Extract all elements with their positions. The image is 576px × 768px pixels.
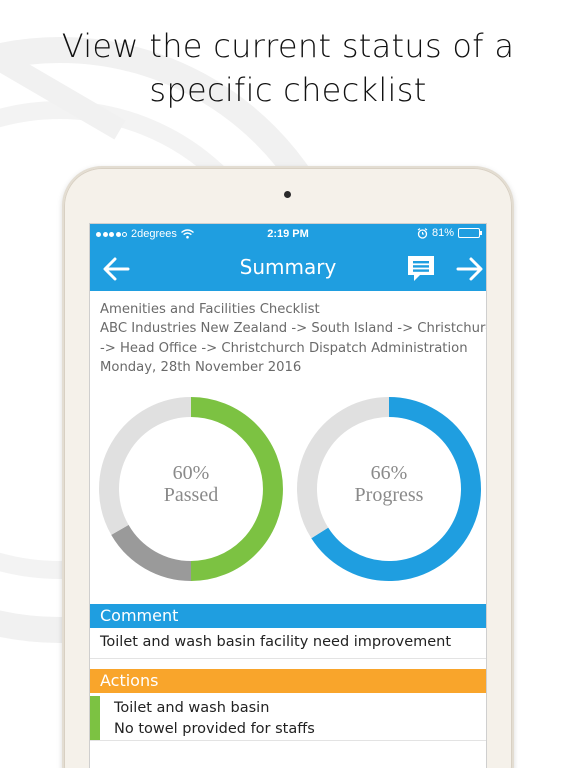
wifi-icon — [180, 229, 194, 239]
progress-donut-svg — [297, 397, 481, 581]
comment-icon[interactable] — [406, 253, 436, 283]
passed-caption: Passed — [163, 484, 219, 506]
checklist-name: Amenities and Facilities Checklist — [100, 302, 320, 317]
passed-donut-chart: 60% Passed — [96, 394, 286, 584]
progress-chart-label: 66% Progress — [294, 462, 484, 506]
passed-percent: 60% — [172, 462, 210, 484]
divider — [90, 658, 486, 659]
donut-segment-passed — [190, 397, 283, 581]
charts-area: 60% Passed 66% Progress — [90, 394, 486, 594]
back-arrow-icon[interactable] — [102, 256, 130, 282]
divider — [90, 740, 486, 741]
donut-segment-progress — [311, 397, 481, 581]
comment-header: Comment — [90, 604, 486, 628]
app-screen: 2degrees 2:19 PM 81% Summary — [89, 223, 487, 768]
action-text: Toilet and wash basin No towel provided … — [114, 698, 315, 740]
nav-bar: Summary — [90, 245, 486, 291]
battery-percent: 81% — [431, 227, 454, 239]
progress-percent: 66% — [370, 462, 408, 484]
camera-dot — [284, 191, 291, 198]
action-item[interactable]: Toilet and wash basin No towel provided … — [90, 696, 486, 740]
forward-arrow-icon[interactable] — [456, 256, 484, 282]
carrier-name: 2degrees — [131, 228, 177, 240]
checklist-info: Amenities and Facilities Checklist ABC I… — [100, 300, 487, 377]
battery-icon — [458, 228, 482, 238]
status-right: 81% — [417, 227, 482, 239]
action-title: Toilet and wash basin — [114, 700, 270, 716]
donut-segment-failed — [111, 524, 192, 581]
actions-header: Actions — [90, 669, 486, 693]
donut-segment-remaining — [297, 397, 390, 539]
alarm-icon — [417, 227, 428, 239]
status-left: 2degrees — [96, 228, 194, 240]
headline-line-1: View the current status of a — [61, 27, 515, 65]
checklist-date: Monday, 28th November 2016 — [100, 359, 302, 375]
comment-text: Toilet and wash basin facility need impr… — [100, 634, 452, 650]
progress-donut-chart: 66% Progress — [294, 394, 484, 584]
action-detail: No towel provided for staffs — [114, 721, 315, 737]
checklist-path-line-1: ABC Industries New Zealand -> South Isla… — [100, 321, 487, 337]
status-bar: 2degrees 2:19 PM 81% — [90, 224, 486, 245]
nav-title: Summary — [239, 255, 337, 279]
donut-segment-remaining — [99, 397, 192, 535]
action-status-accent — [90, 696, 100, 740]
status-time: 2:19 PM — [267, 228, 309, 240]
passed-chart-label: 60% Passed — [96, 462, 286, 506]
checklist-path-line-2: -> Head Office -> Christchurch Dispatch … — [100, 340, 468, 356]
progress-caption: Progress — [354, 484, 424, 506]
passed-donut-svg — [99, 397, 283, 581]
signal-dots-icon — [96, 231, 127, 237]
headline-line-2: specific checklist — [149, 71, 427, 109]
headline: View the current status of a specific ch… — [0, 24, 576, 112]
